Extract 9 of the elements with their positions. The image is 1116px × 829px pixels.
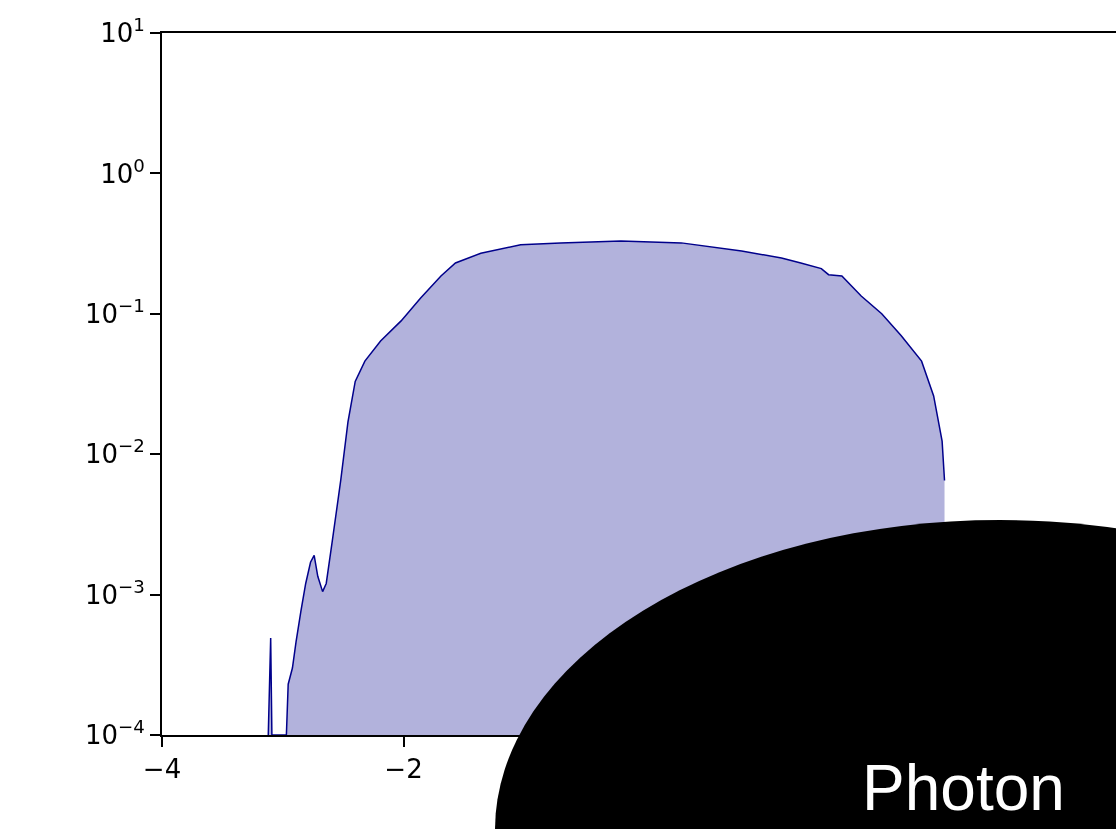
- y-tick-label: 10$^{−2}$: [84, 435, 145, 470]
- y-tick-label: 10$^{1}$: [100, 14, 145, 49]
- x-tick-label: −2: [384, 754, 423, 785]
- y-tick-label: 10$^{−4}$: [84, 716, 145, 751]
- y-tick-label: 10$^{−1}$: [84, 294, 145, 329]
- text: Photon: [862, 752, 1065, 824]
- y-tick-label: 10$^{0}$: [100, 154, 145, 189]
- x-tick-label: −4: [142, 754, 182, 785]
- y-tick-label: 10$^{−3}$: [84, 575, 145, 610]
